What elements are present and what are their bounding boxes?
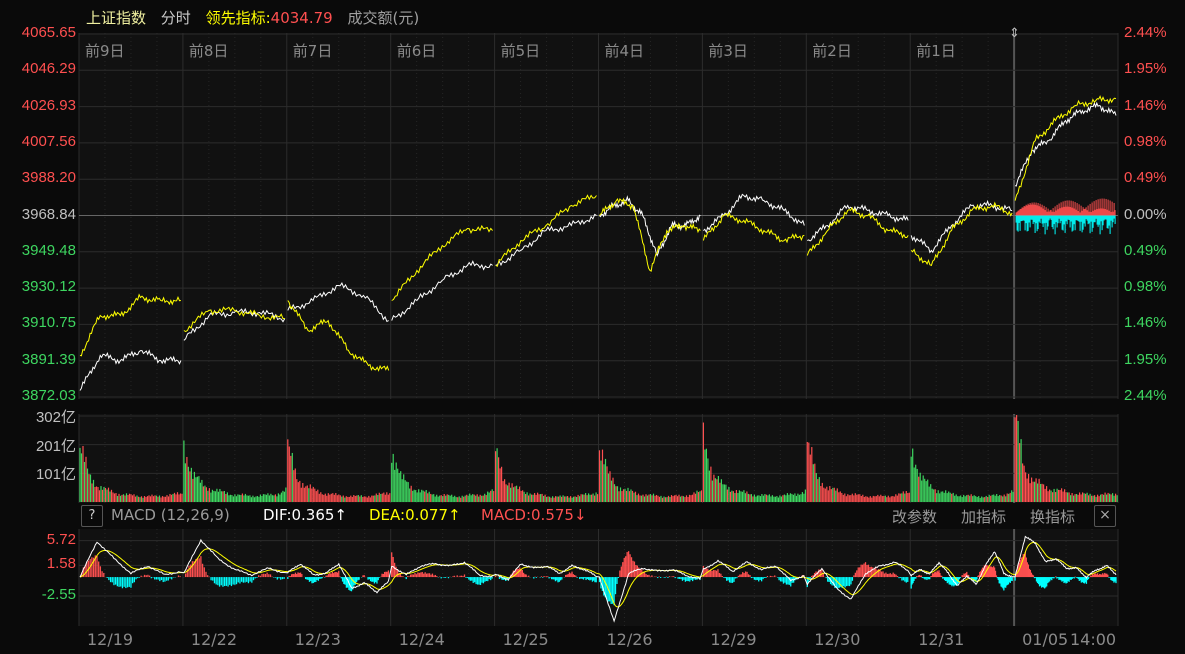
price-tick: 4065.65 xyxy=(21,24,76,41)
macd-dea-value: DEA:0.077↑ xyxy=(369,506,461,524)
percent-tick: 1.46% xyxy=(1124,314,1167,332)
drag-handle-icon[interactable]: ⇕ xyxy=(1009,26,1020,41)
index-price-line xyxy=(495,213,597,267)
day-label: 前3日 xyxy=(708,42,748,60)
lead-indicator-line xyxy=(599,197,701,272)
price-tick: 3988.20 xyxy=(21,169,76,187)
price-tick: 3968.84 xyxy=(21,205,76,223)
date-label: 12/31 xyxy=(918,630,965,649)
index-price-line xyxy=(910,199,1013,254)
macd-tick: 5.72 xyxy=(46,530,76,548)
lead-indicator-line xyxy=(391,224,493,301)
lead-indicator-value: 4034.79 xyxy=(270,9,333,27)
percent-tick: 2.44% xyxy=(1124,387,1167,404)
price-tick: 4026.93 xyxy=(21,96,76,114)
percent-tick: 1.46% xyxy=(1124,96,1167,114)
index-price-line xyxy=(183,307,286,341)
percent-tick: 1.95% xyxy=(1124,60,1167,78)
close-icon[interactable]: × xyxy=(1094,505,1116,527)
edit-params-button[interactable]: 改参数 xyxy=(892,508,938,526)
turnover-unit-label: 成交额(元) xyxy=(347,9,420,27)
switch-indicator-button[interactable]: 换指标 xyxy=(1030,508,1076,526)
index-price-line xyxy=(287,282,389,323)
lead-indicator-line xyxy=(495,194,597,267)
percent-tick: 0.49% xyxy=(1124,169,1167,187)
lead-indicator-line xyxy=(702,211,805,244)
date-label: 12/19 xyxy=(87,630,134,649)
index-price-line xyxy=(703,193,805,234)
macd-name[interactable]: MACD (12,26,9) xyxy=(111,506,230,524)
price-tick: 4007.56 xyxy=(21,132,76,150)
percent-tick: 0.98% xyxy=(1124,278,1167,296)
price-tick: 3930.12 xyxy=(21,278,76,296)
macd-tick: -2.55 xyxy=(41,586,76,604)
price-tick: 3949.48 xyxy=(21,241,76,259)
lead-indicator-line xyxy=(183,306,285,333)
day-label: 前6日 xyxy=(396,42,437,60)
lead-indicator-line xyxy=(79,293,181,357)
date-label: 14:00 xyxy=(1070,630,1117,649)
macd-header: ? MACD (12,26,9) DIF:0.365↑ DEA:0.077↑ M… xyxy=(79,504,1118,528)
day-label: 前4日 xyxy=(604,42,645,60)
chart-title-bar: 上证指数 分时 领先指标:4034.79 成交额(元) xyxy=(86,7,429,28)
macd-hist-value: MACD:0.575↓ xyxy=(481,506,587,524)
macd-tick: 1.58 xyxy=(46,555,76,573)
add-indicator-button[interactable]: 加指标 xyxy=(961,508,1007,526)
index-price-line xyxy=(79,349,182,391)
index-price-line xyxy=(807,204,909,242)
date-label: 01/05 xyxy=(1022,630,1069,649)
macd-dif-line xyxy=(79,535,1117,623)
day-label: 前5日 xyxy=(500,42,541,60)
day-label: 前9日 xyxy=(85,42,125,60)
lead-indicator-line xyxy=(806,206,909,256)
macd-dif-value: DIF:0.365↑ xyxy=(263,506,348,524)
lead-indicator-line xyxy=(910,201,1013,267)
date-label: 12/23 xyxy=(294,630,341,649)
day-label: 前7日 xyxy=(292,42,333,60)
price-tick: 3891.39 xyxy=(21,350,76,368)
percent-tick: 0.49% xyxy=(1124,241,1167,259)
day-label: 前1日 xyxy=(916,42,956,60)
date-label: 12/24 xyxy=(398,630,445,649)
percent-tick: 1.95% xyxy=(1124,350,1167,368)
date-label: 12/26 xyxy=(606,630,653,649)
date-label: 12/25 xyxy=(502,630,549,649)
day-label: 前8日 xyxy=(188,42,229,60)
index-name[interactable]: 上证指数 xyxy=(86,9,147,27)
help-button[interactable]: ? xyxy=(81,505,103,527)
turnover-tick: 201亿 xyxy=(35,437,76,455)
price-tick: 4046.29 xyxy=(21,60,76,78)
lead-indicator-line xyxy=(287,300,390,372)
date-label: 12/22 xyxy=(190,630,237,649)
index-price-line xyxy=(599,195,701,257)
date-label: 12/30 xyxy=(814,630,861,649)
macd-dea-line xyxy=(79,541,1117,608)
price-tick: 3910.75 xyxy=(21,314,76,332)
percent-tick: 0.98% xyxy=(1124,132,1167,150)
lead-indicator-label: 领先指标: xyxy=(205,9,271,27)
index-price-line xyxy=(391,260,493,321)
turnover-tick: 101亿 xyxy=(35,466,76,484)
chart-mode[interactable]: 分时 xyxy=(160,9,191,27)
lead-indicator-line xyxy=(1014,95,1117,201)
turnover-tick: 302亿 xyxy=(35,409,76,426)
percent-tick: 2.44% xyxy=(1124,24,1167,41)
date-label: 12/29 xyxy=(710,630,757,649)
price-tick: 3872.03 xyxy=(21,387,76,404)
day-label: 前2日 xyxy=(812,42,852,60)
percent-tick: 0.00% xyxy=(1124,205,1167,223)
